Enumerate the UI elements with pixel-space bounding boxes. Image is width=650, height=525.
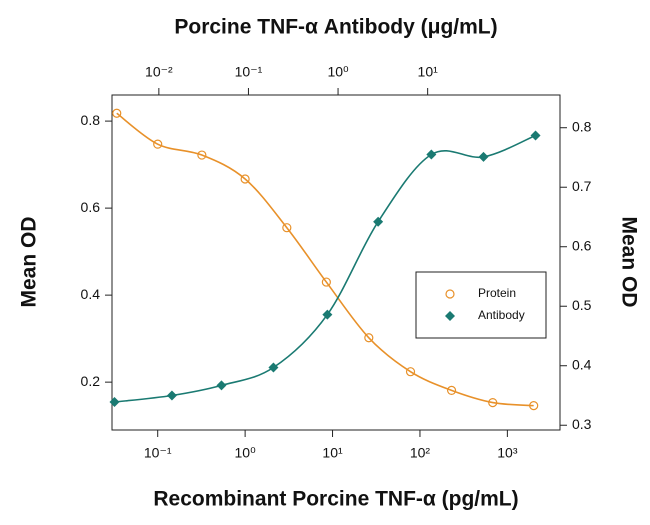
data-point	[112, 108, 122, 118]
data-point	[364, 333, 374, 343]
data-point	[268, 362, 279, 373]
data-point	[373, 216, 384, 227]
fit-curve	[114, 134, 536, 403]
x2-tick-label: 10⁻²	[145, 64, 173, 80]
bottom-axis-label: Recombinant Porcine TNF-α (pg/mL)	[153, 488, 518, 511]
x2-tick-label: 10⁰	[327, 64, 349, 80]
x-tick-label: 10¹	[322, 445, 343, 461]
x-tick-label: 10⁻¹	[144, 445, 172, 461]
data-point	[426, 149, 437, 160]
legend-marker	[445, 311, 455, 321]
x2-tick-label: 10⁻¹	[235, 64, 263, 80]
y2-tick-label: 0.3	[572, 416, 592, 432]
legend-label: Protein	[478, 286, 516, 300]
y2-tick-label: 0.4	[572, 356, 592, 372]
fit-curve	[116, 112, 534, 407]
data-point	[321, 277, 331, 287]
x-tick-label: 10⁰	[235, 445, 257, 461]
data-point	[109, 397, 120, 408]
data-point	[446, 385, 457, 396]
y2-tick-label: 0.5	[572, 297, 592, 313]
left-axis-label: Mean OD	[18, 216, 41, 307]
data-point	[282, 223, 292, 233]
legend-box	[415, 271, 547, 339]
x-tick-label: 10²	[410, 445, 431, 461]
y2-tick-label: 0.8	[572, 118, 592, 134]
top-axis-label: Porcine TNF-α Antibody (μg/mL)	[174, 16, 497, 39]
legend-marker	[445, 289, 455, 299]
data-point	[488, 397, 498, 408]
plot-frame	[111, 94, 561, 431]
data-point	[478, 151, 489, 162]
y2-tick-label: 0.7	[572, 178, 592, 194]
data-point	[530, 130, 541, 141]
data-point	[216, 380, 227, 391]
right-axis-label: Mean OD	[617, 216, 640, 307]
y-tick-label: 0.2	[81, 373, 101, 389]
data-point	[197, 150, 207, 160]
y-tick-label: 0.4	[81, 286, 101, 302]
legend-label: Antibody	[478, 308, 525, 322]
data-point	[322, 309, 333, 320]
x2-tick-label: 10¹	[418, 64, 439, 80]
data-point	[166, 390, 177, 401]
data-point	[529, 401, 539, 411]
y2-tick-label: 0.6	[572, 237, 592, 253]
x-tick-label: 10³	[497, 445, 518, 461]
data-point	[405, 367, 416, 377]
y-tick-label: 0.8	[81, 112, 101, 128]
data-point	[240, 174, 250, 184]
data-point	[153, 139, 163, 149]
y-tick-label: 0.6	[81, 199, 101, 215]
